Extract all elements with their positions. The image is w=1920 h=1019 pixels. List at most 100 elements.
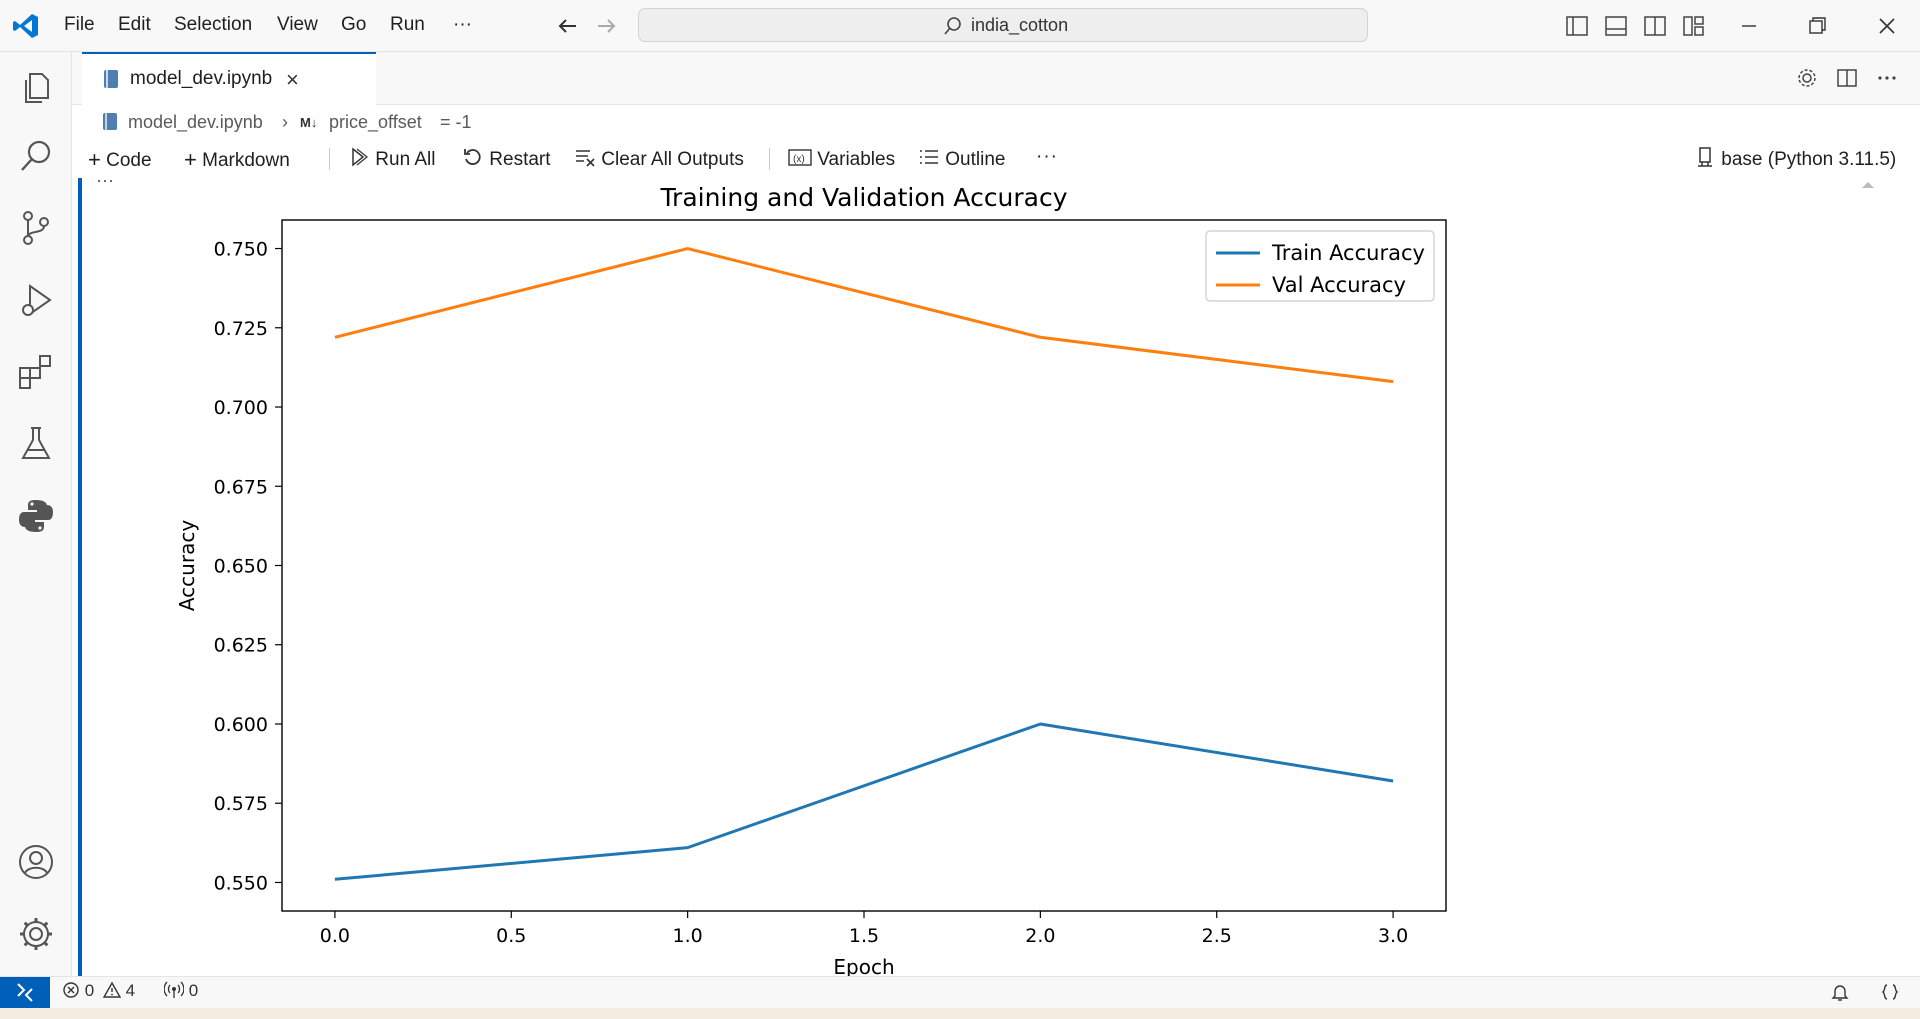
menu-more[interactable]: ··· [453,14,472,35]
toolbar-divider [329,148,330,170]
breadcrumb-item[interactable]: price_offset [329,112,422,132]
tab-model-dev[interactable]: model_dev.ipynb × [82,52,376,105]
add-markdown-cell-button[interactable]: + Markdown [184,146,290,172]
variables-label: Variables [817,149,896,170]
error-count: 0 [84,981,95,1000]
run-all-label: Run All [375,149,436,170]
menu-go[interactable]: Go [341,14,367,35]
add-code-cell-button[interactable]: + Code [88,146,152,172]
run-all-button[interactable]: Run All [348,146,435,171]
series-line-1 [334,247,1394,384]
explorer-icon[interactable] [16,68,56,108]
ports-count: 0 [188,981,199,1000]
customize-layout-icon[interactable] [1679,11,1709,41]
search-text: india_cotton [971,15,1069,35]
add-code-label: Code [106,150,152,171]
broadcast-icon [164,981,184,999]
kernel-picker-button[interactable]: base (Python 3.11.5) [1694,146,1896,171]
menu-run[interactable]: Run [390,14,425,35]
clear-outputs-icon [574,146,596,168]
testing-flask-icon[interactable] [16,424,56,464]
split-editor-icon[interactable] [1832,63,1862,93]
source-control-icon[interactable] [16,208,56,248]
x-tick-label: 2.0 [1025,925,1055,947]
y-tick-label: 0.675 [214,476,268,498]
run-all-play-icon [348,146,370,168]
kernel-icon [1694,146,1716,168]
breadcrumb-notebook-icon [102,112,118,132]
taskbar-strip [0,1008,1920,1019]
x-axis-label: Epoch [833,955,894,976]
warning-icon [102,981,121,999]
restart-kernel-button[interactable]: Restart [462,146,551,171]
search-sidebar-icon[interactable] [16,136,56,176]
y-axis-label: Accuracy [175,520,199,611]
minimize-icon[interactable] [1734,11,1764,41]
restart-icon [462,146,484,168]
y-tick-label: 0.750 [214,239,268,261]
cell-collapsed-ellipsis[interactable]: ··· [96,170,114,190]
restore-icon[interactable] [1802,11,1832,41]
x-tick-label: 0.5 [496,925,526,947]
x-tick-label: 1.0 [673,925,703,947]
clear-outputs-label: Clear All Outputs [601,149,744,170]
svg-text:(x): (x) [793,154,805,165]
toggle-panel-icon[interactable] [1601,11,1631,41]
outline-button[interactable]: Outline [918,146,1005,171]
editor-more-actions-icon[interactable] [1872,63,1902,93]
menu-selection[interactable]: Selection [174,14,253,35]
scroll-up-arrow-icon[interactable] [1860,180,1876,190]
x-tick-label: 2.5 [1202,925,1232,947]
close-window-icon[interactable] [1872,11,1902,41]
clear-all-outputs-button[interactable]: Clear All Outputs [574,146,744,171]
y-tick-label: 0.700 [214,397,268,419]
back-arrow-icon[interactable] [552,11,582,41]
notebook-settings-gear-icon[interactable] [1792,63,1822,93]
x-tick-label: 1.5 [849,925,879,947]
tab-label: model_dev.ipynb [130,68,273,89]
add-markdown-label: Markdown [202,150,290,171]
notebook-file-icon [102,68,120,90]
menu-view[interactable]: View [277,14,318,35]
menu-edit[interactable]: Edit [118,14,151,35]
error-icon [62,981,80,999]
problems-button[interactable]: 0 4 [62,981,135,1001]
json-braces-icon[interactable] [1880,982,1900,1002]
accuracy-chart: Training and Validation Accuracy Epoch Acc… [160,176,1460,976]
toggle-primary-sidebar-icon[interactable] [1562,11,1592,41]
notifications-bell-icon[interactable] [1830,982,1850,1002]
legend-box [1205,230,1435,302]
search-icon [943,16,963,36]
command-center-search[interactable]: india_cotton [638,8,1368,42]
run-and-debug-icon[interactable] [16,280,56,320]
notebook-toolbar: + Code + Markdown Run All Restart Clear … [72,140,1920,176]
outline-label: Outline [945,149,1006,170]
forward-arrow-icon[interactable] [592,11,622,41]
y-tick-label: 0.725 [214,318,268,340]
kernel-label: base (Python 3.11.5) [1721,149,1897,170]
toggle-secondary-sidebar-icon[interactable] [1640,11,1670,41]
remote-indicator-button[interactable] [0,977,50,1008]
ports-button[interactable]: 0 [164,981,198,1001]
menu-file[interactable]: File [64,14,95,35]
extensions-icon[interactable] [16,352,56,392]
tab-close-icon[interactable]: × [286,67,299,92]
legend-label-1: Val Accuracy [1272,273,1406,297]
x-tick-label: 0.0 [320,925,350,947]
manage-gear-icon[interactable] [16,914,56,954]
accounts-icon[interactable] [16,842,56,882]
series-line-0 [334,722,1394,881]
python-icon[interactable] [16,496,56,536]
variables-button[interactable]: (x) Variables [788,146,895,171]
title-bar: File Edit Selection View Go Run ··· indi… [0,0,1920,52]
toolbar-more-button[interactable]: ··· [1036,146,1058,167]
restart-label: Restart [489,149,551,170]
legend-label-0: Train Accuracy [1271,241,1425,265]
toolbar-divider [769,148,770,170]
warning-count: 4 [125,981,136,1000]
breadcrumb-chevron-icon: › [282,112,288,132]
cell-focus-indicator [78,178,82,976]
breadcrumb-file[interactable]: model_dev.ipynb [128,112,263,132]
variables-icon: (x) [788,146,812,168]
breadcrumb-value: = -1 [440,112,472,132]
